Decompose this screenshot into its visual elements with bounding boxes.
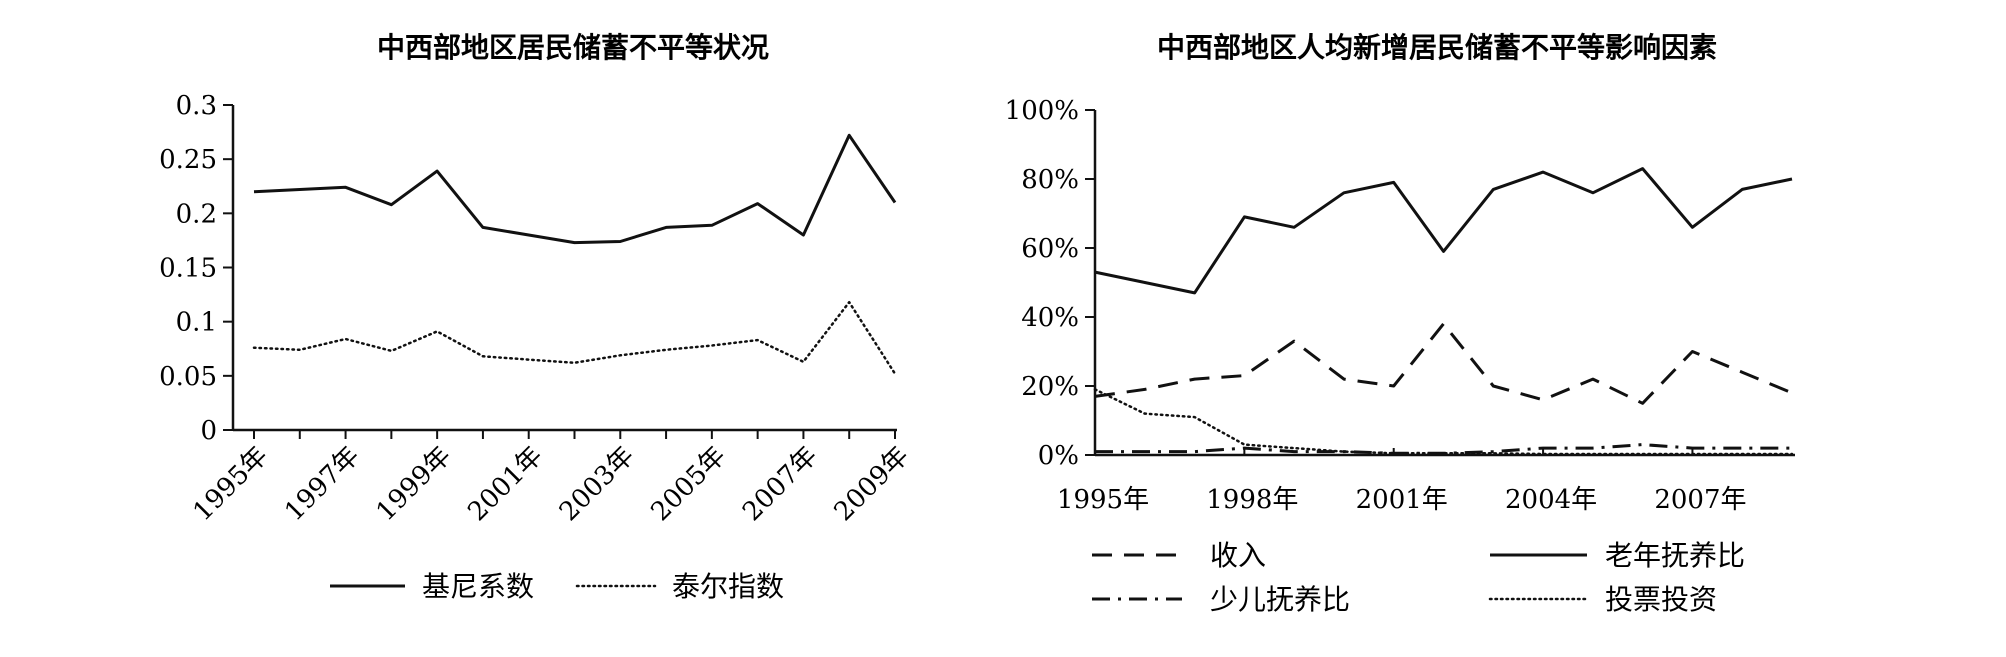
right-chart-legend: 收入 老年抚养比 少儿抚养比 投票投资: [1092, 539, 1745, 616]
y-tick-label: 0.1: [176, 308, 217, 338]
left-chart: 中西部地区居民储蓄不平等状况 0 0.05 0.1 0.15 0.2 0.25 0.3 199…: [159, 31, 915, 603]
series-line-1-1: [1094, 167, 1793, 295]
y-tick-label: 0.05: [159, 362, 217, 392]
x-tick-label: 1999年: [371, 441, 457, 527]
x-tick-label: 1995年: [1057, 485, 1149, 515]
x-tick-label: 2005年: [645, 441, 731, 527]
legend-label-income: 收入: [1210, 539, 1266, 572]
y-tick-label: 0.3: [176, 91, 217, 121]
legend-label-gini: 基尼系数: [422, 570, 534, 603]
right-chart-title: 中西部地区人均新增居民储蓄不平等影响因素: [1157, 31, 1717, 64]
y-tick-label: 0.2: [176, 199, 217, 229]
x-tick-label: 2009年: [829, 441, 915, 527]
y-tick-label: 100%: [1005, 96, 1079, 126]
y-tick-label: 0.15: [159, 254, 217, 284]
x-tick-label: 2003年: [554, 441, 640, 527]
left-chart-legend: 基尼系数 泰尔指数: [330, 570, 784, 603]
x-tick-label: 2004年: [1505, 485, 1597, 515]
series-line-1-2: [1095, 443, 1792, 455]
x-tick-label: 1997年: [279, 441, 365, 527]
y-tick-label: 0.25: [159, 145, 217, 175]
series-line-1-0: [1094, 322, 1793, 405]
x-tick-label: 2001年: [462, 441, 548, 527]
y-tick-label: 80%: [1021, 165, 1079, 195]
series-line-1-3: [1093, 388, 1794, 456]
x-tick-label: 1995年: [188, 441, 274, 527]
y-tick-label: 40%: [1021, 303, 1079, 333]
x-tick-label: 1998年: [1206, 485, 1298, 515]
legend-label-elderly: 老年抚养比: [1605, 539, 1745, 572]
y-tick-label: 60%: [1021, 234, 1079, 264]
right-chart: 中西部地区人均新增居民储蓄不平等影响因素 0% 20% 40% 60% 80% 100% 1…: [1005, 31, 1795, 616]
right-chart-series: [1093, 167, 1794, 456]
y-tick-label: 20%: [1021, 372, 1079, 402]
legend-label-investment: 投票投资: [1605, 583, 1717, 616]
legend-label-theil: 泰尔指数: [672, 570, 784, 603]
x-tick-label: 2007年: [1654, 485, 1746, 515]
y-tick-label: 0%: [1038, 441, 1079, 471]
series-line-0-0: [253, 133, 897, 245]
series-line-0-1: [252, 300, 897, 375]
right-chart-axes: 0% 20% 40% 60% 80% 100% 1995年 1998年 2001年 2004年 20…: [1005, 96, 1795, 515]
x-tick-label: 2001年: [1356, 485, 1448, 515]
legend-label-youth: 少儿抚养比: [1210, 583, 1350, 616]
left-chart-title: 中西部地区居民储蓄不平等状况: [377, 31, 769, 64]
y-tick-label: 0: [200, 416, 217, 446]
left-chart-series: [252, 133, 897, 375]
x-tick-label: 2007年: [737, 441, 823, 527]
